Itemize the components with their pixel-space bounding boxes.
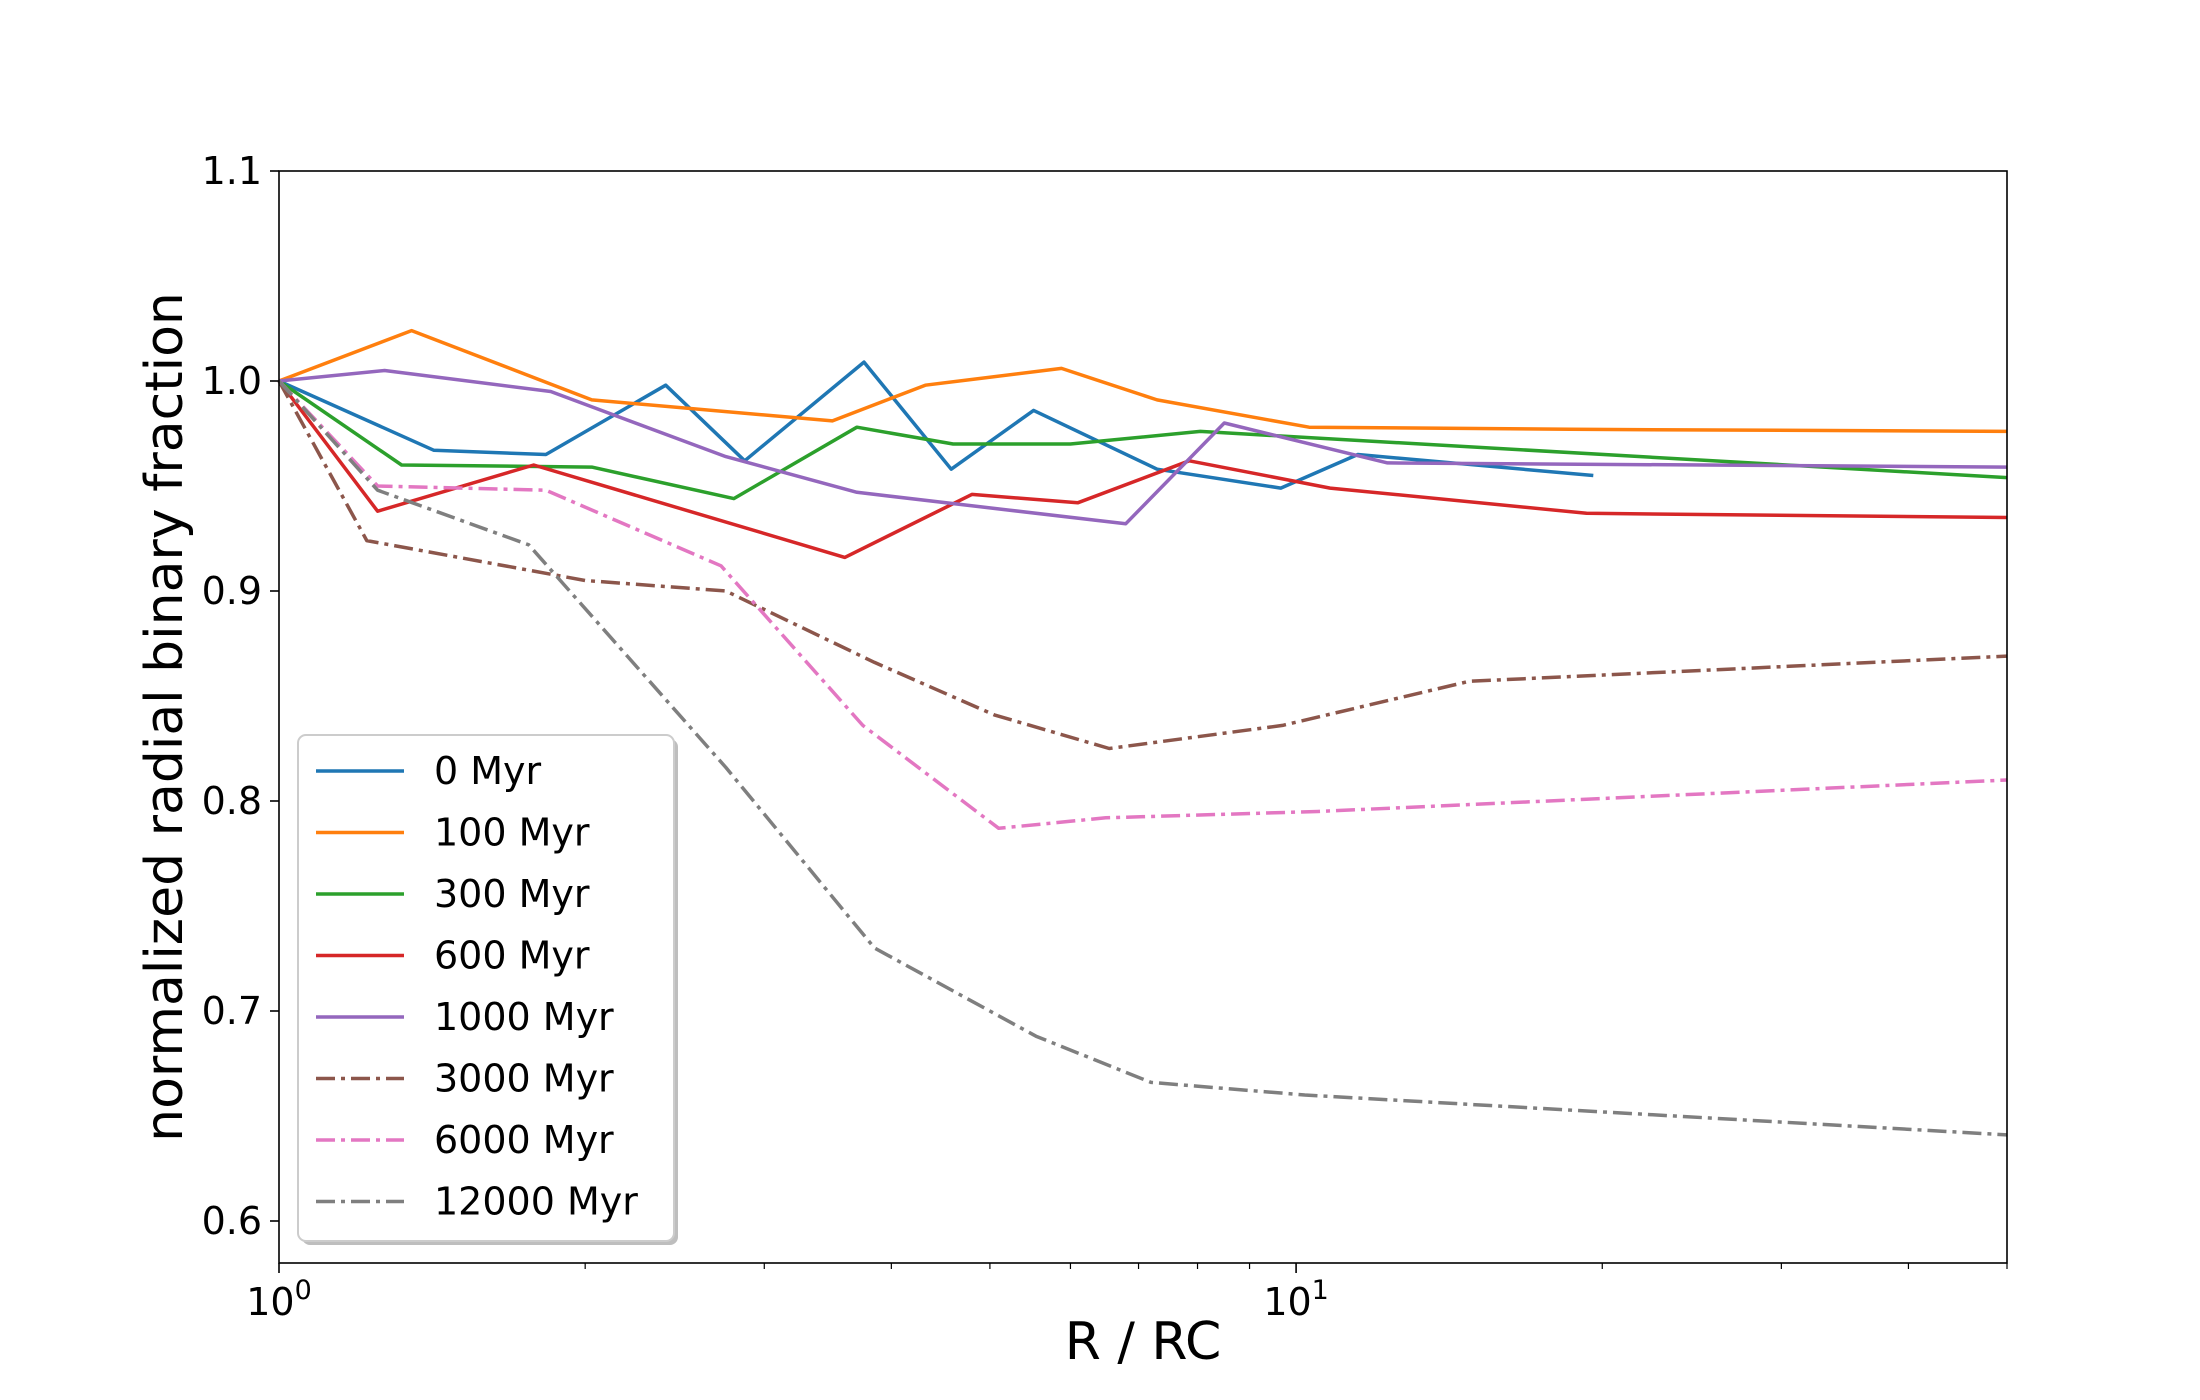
series-line-100-myr (278, 328, 2008, 434)
y-tick-label: 1.1 (202, 149, 262, 193)
legend-label: 1000 Myr (434, 995, 614, 1039)
legend-label: 600 Myr (434, 934, 590, 978)
y-tick-label: 1.0 (202, 359, 262, 403)
series-line-3000-myr (277, 380, 2008, 751)
legend-label: 6000 Myr (434, 1118, 614, 1162)
legend-label: 100 Myr (434, 811, 590, 855)
legend-label: 300 Myr (434, 872, 590, 916)
x-axis: 100 101 (246, 1263, 2008, 1324)
legend-item: 0 Myr (316, 749, 542, 793)
series-line-12000-myr (277, 379, 2008, 1137)
x-tick-label: 100 (246, 1275, 312, 1324)
legend-item: 300 Myr (316, 872, 590, 916)
x-axis-label: R / RC (1065, 1312, 1222, 1372)
legend-label: 12000 Myr (434, 1180, 638, 1224)
y-tick-label: 0.6 (202, 1199, 262, 1243)
legend-item: 1000 Myr (316, 995, 614, 1039)
legend-item: 12000 Myr (316, 1180, 638, 1224)
legend-item: 6000 Myr (316, 1118, 614, 1162)
legend-item: 600 Myr (316, 934, 590, 978)
legend-item: 3000 Myr (316, 1057, 614, 1101)
legend-item: 100 Myr (316, 811, 590, 855)
y-tick-label: 0.9 (202, 569, 262, 613)
series-line-300-myr (278, 379, 2008, 501)
y-tick-label: 0.8 (202, 779, 262, 823)
series-layer (277, 328, 2008, 1137)
y-axis: 0.6 0.7 0.8 0.9 1.0 1.1 (202, 149, 279, 1243)
legend: 0 Myr 100 Myr 300 Myr 600 Myr 1000 Myr 3000 M… (297, 734, 678, 1245)
series-line-6000-myr (277, 379, 2008, 831)
legend-label: 0 Myr (434, 749, 542, 793)
y-tick-label: 0.7 (202, 989, 262, 1033)
x-tick-label: 101 (1263, 1275, 1329, 1324)
series-line-1000-myr (278, 368, 2008, 526)
legend-label: 3000 Myr (434, 1057, 614, 1101)
legend-box (297, 734, 675, 1242)
plot-border (278, 170, 2008, 1264)
y-axis-label: normalized radial binary fraction (135, 292, 195, 1142)
